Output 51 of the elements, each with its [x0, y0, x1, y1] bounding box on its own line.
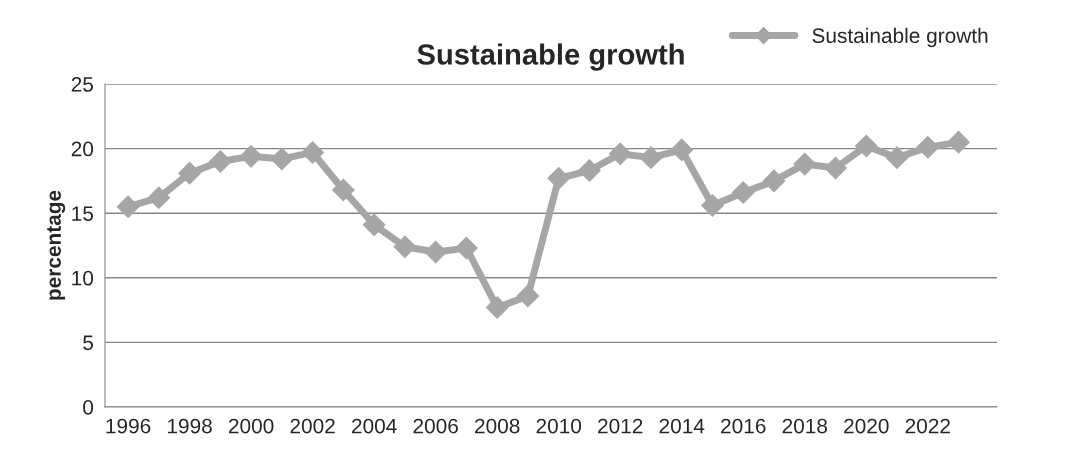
y-tick-label: 15	[72, 206, 94, 221]
point	[362, 213, 386, 237]
y-tick-label: 10	[72, 270, 94, 286]
x-tick-label: 2000	[228, 418, 274, 434]
point	[793, 152, 817, 176]
point	[116, 195, 140, 219]
y-tick-label: 0	[83, 400, 94, 415]
y-tick-label: 25	[71, 77, 94, 92]
point	[947, 130, 970, 154]
x-tick-label: 2006	[413, 418, 458, 434]
point	[147, 186, 171, 210]
x-tick-label: 2022	[905, 418, 950, 434]
y-tick-label: 5	[83, 335, 94, 351]
point	[701, 194, 724, 217]
point	[824, 156, 847, 180]
point	[578, 159, 601, 182]
point	[209, 150, 232, 173]
y-axis-title: percentage	[47, 190, 66, 300]
point	[239, 145, 263, 168]
x-tick-label: 2018	[782, 418, 828, 434]
chart-title: Sustainable growth	[417, 43, 684, 71]
legend-label: Sustainable growth	[812, 27, 988, 48]
point	[608, 142, 632, 166]
point	[762, 169, 786, 193]
point	[455, 236, 478, 260]
point	[485, 296, 509, 319]
point	[731, 181, 755, 204]
x-tick-label: 2020	[844, 418, 889, 434]
point	[332, 178, 355, 202]
x-tick-label: 2004	[352, 418, 397, 434]
point	[547, 166, 571, 190]
point	[916, 135, 940, 159]
point	[885, 146, 909, 169]
x-tick-label: 2010	[536, 418, 582, 434]
x-tick-label: 2016	[721, 418, 766, 434]
x-tick-label: 1998	[168, 418, 212, 434]
point	[178, 161, 201, 185]
x-tick-label: 2014	[659, 418, 705, 434]
y-tick-label: 20	[71, 141, 94, 157]
point	[670, 138, 694, 162]
point	[301, 141, 324, 164]
x-tick-label: 2012	[598, 418, 643, 434]
x-tick-label: 1996	[106, 418, 151, 434]
point	[270, 147, 294, 171]
point	[424, 240, 447, 264]
point	[393, 235, 417, 259]
x-tick-label: 2002	[290, 418, 335, 434]
point	[516, 284, 540, 308]
point	[854, 134, 878, 158]
point	[639, 146, 663, 169]
x-tick-label: 2008	[475, 418, 520, 434]
